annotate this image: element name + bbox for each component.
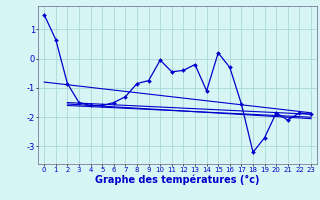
X-axis label: Graphe des températures (°c): Graphe des températures (°c) — [95, 175, 260, 185]
